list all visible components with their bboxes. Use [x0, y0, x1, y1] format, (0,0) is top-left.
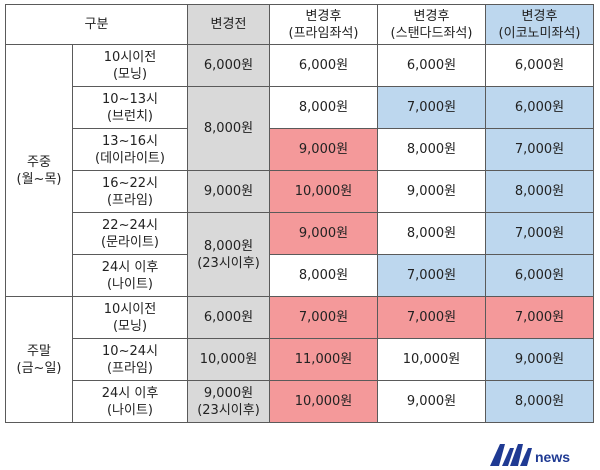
table-row: 13~16시 (데이라이트) 9,000원 8,000원 7,000원	[6, 128, 594, 171]
premium-cell: 10,000원	[269, 380, 378, 423]
premium-cell: 11,000원	[269, 338, 378, 381]
time-cell: 24시 이후 (나이트)	[72, 254, 188, 297]
standard-cell: 8,000원	[377, 212, 486, 255]
premium-cell: 6,000원	[269, 44, 378, 87]
economy-cell: 7,000원	[485, 128, 594, 171]
header-after-premium: 변경후 (프라임좌석)	[269, 4, 378, 45]
before-cell: 9,000원 (23시이후)	[187, 380, 270, 423]
premium-cell: 7,000원	[269, 296, 378, 339]
before-cell: 8,000원 (23시이후)	[187, 212, 270, 297]
standard-cell: 6,000원	[377, 44, 486, 87]
price-table: 구분 변경전 변경후 (프라임좌석) 변경후 (스탠다드좌석) 변경후 (이코노미좌석…	[5, 4, 594, 423]
standard-cell: 10,000원	[377, 338, 486, 381]
premium-cell: 8,000원	[269, 254, 378, 297]
premium-cell: 9,000원	[269, 128, 378, 171]
ann-logo-icon	[490, 444, 532, 466]
economy-cell: 9,000원	[485, 338, 594, 381]
economy-cell: 8,000원	[485, 170, 594, 213]
header-after-economy: 변경후 (이코노미좌석)	[485, 4, 594, 45]
header-category: 구분	[5, 4, 188, 45]
economy-cell: 8,000원	[485, 380, 594, 423]
standard-cell: 8,000원	[377, 128, 486, 171]
before-cell: 6,000원	[187, 44, 270, 87]
time-cell: 24시 이후 (나이트)	[72, 380, 188, 423]
table-row: 22~24시 (문라이트) 8,000원 (23시이후) 9,000원 8,000원…	[6, 212, 594, 297]
standard-cell: 9,000원	[377, 380, 486, 423]
header-after-standard: 변경후 (스탠다드좌석)	[377, 4, 486, 45]
economy-cell: 6,000원	[485, 44, 594, 87]
premium-cell: 8,000원	[269, 86, 378, 129]
standard-cell: 9,000원	[377, 170, 486, 213]
time-cell: 13~16시 (데이라이트)	[72, 128, 188, 171]
time-cell: 10시이전 (모닝)	[72, 296, 188, 339]
premium-cell: 10,000원	[269, 170, 378, 213]
economy-cell: 6,000원	[485, 86, 594, 129]
group-weekday: 주중 (월~목)	[5, 44, 73, 297]
time-cell: 10~24시 (프라임)	[72, 338, 188, 381]
group-weekend: 주말 (금~일)	[5, 296, 73, 423]
time-cell: 10~13시 (브런치)	[72, 86, 188, 129]
table-row: 10~13시 (브런치) 8,000원 8,000원 7,000원 6,000원	[6, 86, 594, 171]
table-row: 24시 이후 (나이트) 8,000원 7,000원 6,000원	[6, 254, 594, 297]
time-cell: 16~22시 (프라임)	[72, 170, 188, 213]
header-before: 변경전	[187, 4, 270, 45]
economy-cell: 6,000원	[485, 254, 594, 297]
before-cell: 9,000원	[187, 170, 270, 213]
premium-cell: 9,000원	[269, 212, 378, 255]
economy-cell: 7,000원	[485, 212, 594, 255]
table-row: 10~24시 (프라임) 10,000원 11,000원 10,000원 9,00…	[6, 338, 594, 381]
economy-cell: 7,000원	[485, 296, 594, 339]
table-row: 16~22시 (프라임) 9,000원 10,000원 9,000원 8,000원	[6, 170, 594, 213]
before-cell: 6,000원	[187, 296, 270, 339]
time-cell: 10시이전 (모닝)	[72, 44, 188, 87]
standard-cell: 7,000원	[377, 86, 486, 129]
standard-cell: 7,000원	[377, 296, 486, 339]
table-row: 주말 (금~일) 10시이전 (모닝) 6,000원 7,000원 7,000원 7…	[5, 296, 594, 423]
before-cell: 10,000원	[187, 338, 270, 381]
table-row: 주중 (월~목) 10시이전 (모닝) 6,000원 6,000원 6,000원 6…	[5, 44, 594, 297]
time-cell: 22~24시 (문라이트)	[72, 212, 188, 255]
before-cell: 8,000원	[187, 86, 270, 171]
table-row: 24시 이후 (나이트) 9,000원 (23시이후) 10,000원 9,000원…	[6, 380, 594, 423]
header-row: 구분 변경전 변경후 (프라임좌석) 변경후 (스탠다드좌석) 변경후 (이코노미좌석…	[5, 4, 594, 45]
standard-cell: 7,000원	[377, 254, 486, 297]
logo-news-text: news	[535, 449, 571, 465]
